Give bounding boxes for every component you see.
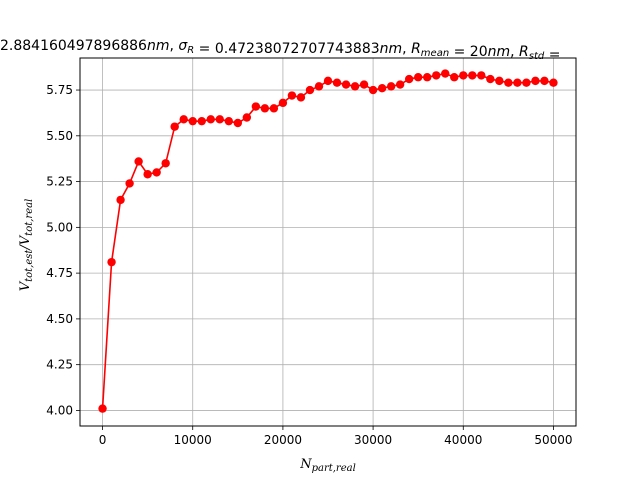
- series-line: [101, 72, 554, 409]
- data-point: [386, 82, 396, 91]
- data-point: [432, 71, 441, 80]
- data-point: [125, 179, 134, 188]
- data-point: [323, 76, 333, 86]
- data-point: [450, 73, 459, 82]
- data-point: [404, 74, 414, 84]
- ticks: 0 10000 20000 30000 40000 50000 4.00 4.25 4.50 4.…: [46, 83, 572, 447]
- data-point: [260, 104, 270, 113]
- x-tick-label: 40000: [444, 433, 482, 447]
- x-axis-label: Npart,real: [299, 457, 356, 474]
- data-point: [134, 157, 143, 166]
- data-point: [504, 78, 513, 87]
- plot-frame: [79, 57, 577, 427]
- data-point: [332, 78, 342, 87]
- data-point: [395, 80, 405, 89]
- data-point: [350, 82, 360, 91]
- x-tick-label: 30000: [354, 433, 392, 447]
- x-tick-label: 50000: [534, 433, 572, 447]
- data-point: [513, 78, 522, 87]
- data-point: [368, 85, 378, 95]
- data-point: [107, 257, 116, 267]
- data-point: [206, 115, 215, 124]
- data-point: [215, 115, 224, 124]
- data-point: [143, 170, 152, 179]
- data-point: [377, 84, 387, 93]
- y-tick-label: 4.25: [46, 358, 73, 372]
- series-layer: [98, 69, 558, 413]
- data-point: [423, 73, 432, 82]
- data-point: [540, 76, 549, 86]
- data-point: [359, 80, 369, 89]
- data-point: [98, 404, 107, 413]
- x-tick-label: 0: [99, 433, 107, 447]
- y-tick-label: 5.00: [46, 220, 73, 234]
- data-point: [522, 78, 531, 87]
- data-point: [314, 82, 324, 91]
- data-point: [341, 80, 351, 89]
- data-point: [296, 93, 306, 102]
- y-tick-label: 4.75: [46, 266, 73, 280]
- data-point: [441, 69, 450, 78]
- y-tick-label: 4.50: [46, 312, 73, 326]
- y-axis-label: Vtot,est/Vtot,real: [18, 199, 35, 292]
- data-point: [179, 115, 188, 124]
- data-point: [468, 71, 477, 80]
- data-point: [287, 91, 297, 100]
- data-point: [549, 78, 558, 87]
- chart-title: 2.884160497896886nm, σR = 0.472380727077…: [0, 38, 560, 63]
- data-point: [305, 85, 315, 95]
- x-tick-label: 10000: [174, 433, 212, 447]
- y-tick-label: 4.00: [46, 403, 73, 417]
- data-point: [459, 71, 468, 80]
- data-point: [251, 102, 261, 111]
- data-point: [413, 73, 423, 82]
- data-point: [531, 76, 540, 86]
- data-point: [242, 113, 252, 122]
- data-point: [152, 168, 161, 177]
- data-point: [116, 195, 125, 205]
- data-point: [233, 118, 243, 128]
- grid: [80, 58, 576, 426]
- data-point: [269, 104, 279, 113]
- data-point: [486, 74, 495, 84]
- data-point: [170, 122, 179, 131]
- data-point: [495, 76, 504, 86]
- data-point: [161, 159, 170, 168]
- data-point: [224, 116, 233, 126]
- y-tick-label: 5.75: [46, 83, 73, 97]
- data-point: [477, 71, 486, 80]
- data-point: [197, 116, 206, 126]
- data-point: [188, 116, 197, 126]
- data-point: [278, 98, 288, 108]
- y-tick-label: 5.50: [46, 129, 73, 143]
- y-tick-label: 5.25: [46, 175, 73, 189]
- x-tick-label: 20000: [264, 433, 302, 447]
